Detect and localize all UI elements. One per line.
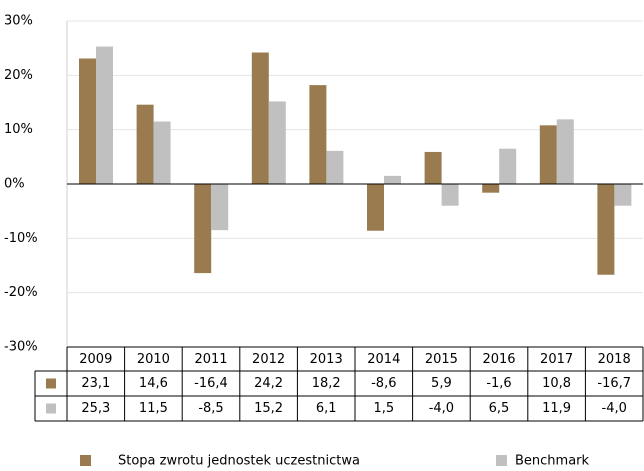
table-value: 23,1: [81, 376, 110, 391]
y-tick-label: 30%: [4, 14, 33, 29]
x-tick-label: 2018: [598, 352, 631, 367]
bar: [499, 148, 517, 184]
bar: [326, 150, 344, 184]
x-tick-label: 2013: [310, 352, 343, 367]
x-tick-label: 2009: [79, 352, 112, 367]
table-value: -16,4: [194, 376, 228, 391]
x-tick-label: 2012: [252, 352, 285, 367]
legend-swatch: [496, 455, 507, 466]
bar: [539, 125, 557, 184]
table-value: 6,5: [489, 401, 510, 416]
y-tick-label: 20%: [4, 68, 33, 83]
x-tick-label: 2015: [425, 352, 458, 367]
bar: [136, 104, 154, 184]
x-tick-label: 2011: [194, 352, 227, 367]
bar: [482, 184, 500, 193]
table-swatch: [46, 403, 56, 414]
table-value: 25,3: [81, 401, 110, 416]
table-value: -8,6: [371, 376, 396, 391]
bar: [79, 58, 96, 184]
bar: [597, 184, 615, 275]
y-tick-label: -20%: [4, 285, 38, 300]
bar: [211, 184, 229, 231]
legend-label: Stopa zwrotu jednostek uczestnictwa: [118, 454, 360, 469]
table-value: -16,7: [597, 376, 631, 391]
x-tick-label: 2016: [482, 352, 515, 367]
y-tick-label: -10%: [4, 231, 38, 246]
table-swatch: [46, 378, 56, 389]
table-value: 1,5: [373, 401, 394, 416]
y-tick-label: 0%: [4, 177, 25, 192]
bar: [367, 184, 384, 231]
x-tick-label: 2014: [367, 352, 400, 367]
bar: [194, 184, 212, 274]
table-value: 18,2: [312, 376, 341, 391]
table-value: 10,8: [542, 376, 571, 391]
x-tick-label: 2010: [137, 352, 170, 367]
legend-label: Benchmark: [515, 454, 590, 469]
table-value: 14,6: [139, 376, 168, 391]
bar: [309, 85, 327, 184]
table-value: -8,5: [198, 401, 223, 416]
bar: [251, 52, 269, 184]
bar: [614, 184, 632, 206]
bar: [153, 121, 171, 184]
bar: [556, 119, 574, 184]
table-value: -4,0: [429, 401, 454, 416]
table-value: 5,9: [431, 376, 452, 391]
table-value: -1,6: [486, 376, 511, 391]
y-tick-label: 10%: [4, 122, 33, 137]
table-value: 6,1: [316, 401, 337, 416]
table-value: 15,2: [254, 401, 283, 416]
bar: [441, 184, 459, 206]
table-value: 11,9: [542, 401, 571, 416]
table-value: 11,5: [139, 401, 168, 416]
legend-swatch: [80, 455, 91, 466]
bar: [268, 101, 286, 184]
bar: [424, 151, 442, 184]
bar: [96, 46, 113, 184]
bar: [384, 175, 401, 184]
x-tick-label: 2017: [540, 352, 573, 367]
table-value: 24,2: [254, 376, 283, 391]
y-tick-label: -30%: [4, 340, 38, 355]
table-value: -4,0: [602, 401, 627, 416]
